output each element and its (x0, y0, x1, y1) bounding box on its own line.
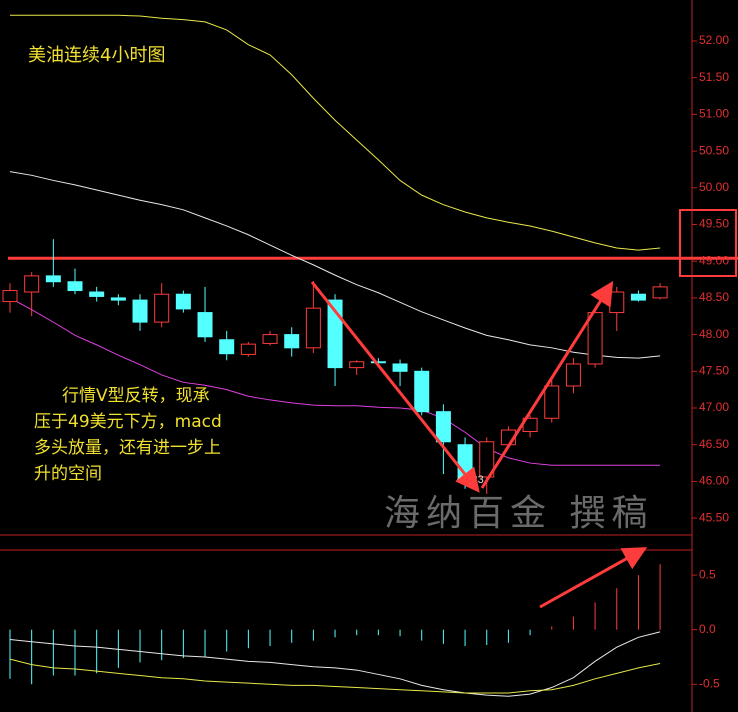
candle-body (414, 370, 430, 413)
candle-body (67, 281, 83, 292)
candle-body (370, 361, 386, 364)
candle-body (609, 291, 625, 314)
candle-body (110, 297, 126, 301)
watermark: 海纳百金 撰稿 (384, 493, 653, 534)
y-tick-label: -0.5 (699, 676, 720, 690)
candle-body (630, 293, 646, 301)
candle-body (45, 275, 61, 283)
y-tick-label: 45.50 (699, 510, 729, 524)
y-tick-label: 48.50 (699, 290, 729, 304)
candle-body (392, 363, 408, 372)
y-tick-label: 0.0 (699, 622, 716, 636)
plot-area: 45.83 (2, 14, 738, 697)
y-tick-label: 52.00 (699, 33, 729, 47)
y-tick-label: 47.50 (699, 363, 729, 377)
y-tick-label: 46.50 (699, 437, 729, 451)
y-tick-label: 51.50 (699, 70, 729, 84)
candle-body (544, 385, 560, 419)
line-series (9, 658, 661, 694)
candle-body (565, 363, 581, 387)
annotation: 压于49美元下方，macd (34, 412, 222, 432)
candle-body (219, 339, 235, 355)
arrow (310, 281, 480, 493)
candle-body (262, 334, 278, 344)
candle-body (89, 291, 105, 297)
candle-body (435, 411, 451, 443)
y-tick-label: 46.00 (699, 474, 729, 488)
candle-body (349, 361, 365, 369)
line-series (9, 171, 661, 359)
candle-body (652, 286, 668, 299)
candle-body (154, 293, 170, 323)
y-tick-label: 49.50 (699, 217, 729, 231)
y-tick-label: 50.50 (699, 143, 729, 157)
candle-body (2, 290, 18, 303)
candle-body (132, 299, 148, 323)
line-series (9, 631, 661, 697)
line-series (10, 14, 661, 251)
candle-body (175, 293, 191, 310)
y-tick-label: 48.00 (699, 327, 729, 341)
y-tick-label: 49.00 (699, 253, 729, 267)
chart-title: 美油连续4小时图 (28, 45, 165, 66)
candle-body (197, 312, 213, 338)
line-series (9, 297, 661, 466)
y-tick-label: 50.00 (699, 180, 729, 194)
y-tick-label: 51.00 (699, 107, 729, 121)
annotation: 升的空间 (34, 464, 102, 484)
candle-body (284, 334, 300, 349)
annotation: 多头放量，还有进一步上 (34, 438, 221, 458)
y-tick-label: 0.5 (699, 567, 716, 581)
arrow (480, 280, 614, 489)
candle-body (479, 441, 495, 478)
y-tick-label: 47.00 (699, 400, 729, 414)
annotation: 行情V型反转，现承 (62, 386, 210, 406)
candle-body (24, 275, 40, 293)
highlight-box (679, 209, 737, 277)
arrow (539, 547, 648, 609)
candle-body (305, 307, 321, 349)
candle-body (587, 312, 603, 365)
candle-body (240, 343, 256, 355)
